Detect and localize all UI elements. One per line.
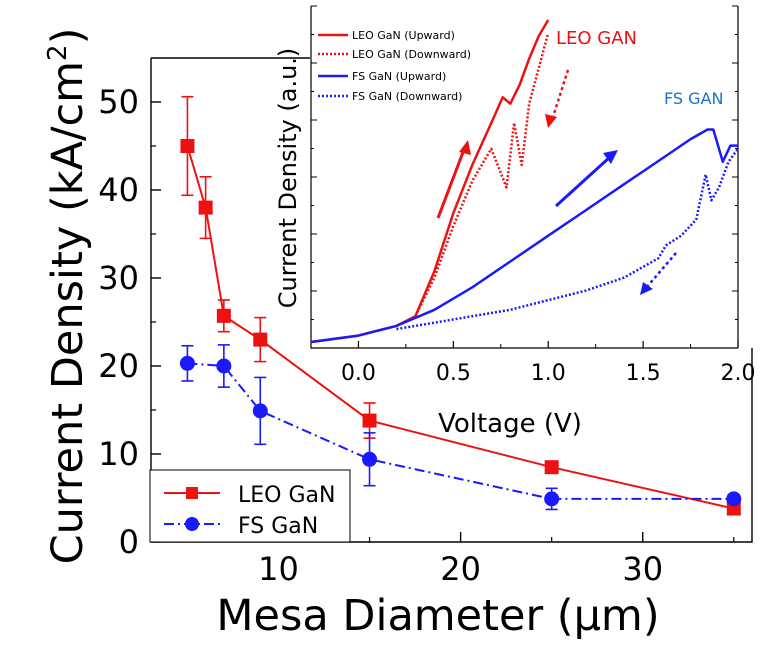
x-tick-label: 30 [622, 550, 663, 588]
inset-plot: 0.0 0.5 1.0 1.5 2.0 LEO GAN FS GAN LEO GaN (… [274, 0, 756, 439]
y-tick-label: 20 [98, 347, 139, 385]
data-point-fs-gan [179, 355, 195, 371]
inset-legend: LEO GaN (Upward) LEO GaN (Downward) FS G… [318, 29, 471, 103]
data-point-fs-gan [726, 491, 742, 507]
inset-x-tick-label: 1.0 [531, 361, 566, 386]
inset-x-tick-label: 0.0 [341, 361, 376, 386]
inset-ticks: 0.0 0.5 1.0 1.5 2.0 [310, 5, 756, 386]
main-series [179, 95, 742, 516]
inset-curve-leo-down [414, 32, 550, 317]
inset-legend-label-2: FS GaN (Upward) [352, 70, 446, 83]
y-axis-label: Current Density (kA/cm2) [43, 28, 93, 565]
arrow-fs-up-head [603, 150, 618, 164]
y-tick-label: 0 [119, 523, 139, 561]
arrow-leo-up [436, 146, 467, 219]
inset-x-axis-label: Voltage (V) [438, 409, 582, 439]
inset-curve-fs-up [310, 128, 738, 344]
legend-label-leo: LEO GaN [238, 483, 335, 508]
arrow-leo-down [550, 69, 570, 121]
inset-background [310, 0, 756, 348]
annotation-fs-gan: FS GAN [664, 89, 723, 108]
inset-x-tick-label: 2.0 [721, 361, 756, 386]
x-tick-label: 20 [440, 550, 481, 588]
main-legend: LEO GaN FS GaN [149, 469, 351, 543]
data-point-fs-gan [544, 491, 560, 507]
inset-x-tick-label: 1.5 [626, 361, 661, 386]
inset-arrows [436, 69, 677, 295]
y-tick-label: 30 [98, 259, 139, 297]
x-tick-label: 10 [258, 550, 299, 588]
data-point-leo-gan [544, 460, 559, 475]
inset-legend-label-1: LEO GaN (Downward) [352, 48, 471, 61]
arrow-fs-down-head [640, 282, 653, 295]
inset-legend-label-0: LEO GaN (Upward) [352, 29, 455, 42]
series-line-fs-gan [187, 362, 734, 500]
legend-swatch-leo-marker [186, 487, 198, 499]
data-point-fs-gan [252, 403, 268, 419]
legend-label-fs: FS GaN [238, 514, 318, 539]
inset-x-tick-label: 0.5 [436, 361, 471, 386]
data-point-leo-gan [180, 139, 195, 153]
data-point-leo-gan [198, 200, 213, 215]
main-ticks: 0 10 20 30 40 50 10 20 30 [98, 83, 735, 588]
data-point-fs-gan [216, 358, 232, 374]
y-tick-label: 40 [98, 171, 139, 209]
y-tick-label: 50 [98, 83, 139, 121]
data-point-leo-gan [216, 308, 231, 323]
inset-y-axis-label: Current Density (a.u.) [274, 48, 302, 309]
main-plot: 0 10 20 30 40 50 10 20 30 Mesa Diameter (μm) Cur… [43, 28, 753, 641]
legend-swatch-fs-marker [185, 517, 199, 531]
x-axis-label: Mesa Diameter (μm) [216, 591, 659, 641]
inset-series [310, 19, 740, 344]
arrow-fs-down [645, 252, 677, 289]
data-point-leo-gan [362, 413, 377, 428]
legend-box [149, 469, 351, 543]
arrow-leo-down-head [545, 114, 557, 128]
y-tick-label: 10 [98, 435, 139, 473]
inset-legend-label-3: FS GaN (Downward) [352, 90, 462, 103]
data-point-fs-gan [362, 451, 378, 467]
arrow-leo-up-head [459, 140, 471, 155]
arrow-fs-up [554, 155, 612, 208]
data-point-leo-gan [253, 332, 268, 347]
annotation-leo-gan: LEO GAN [556, 28, 637, 49]
inset-curve-fs-down [396, 148, 740, 331]
